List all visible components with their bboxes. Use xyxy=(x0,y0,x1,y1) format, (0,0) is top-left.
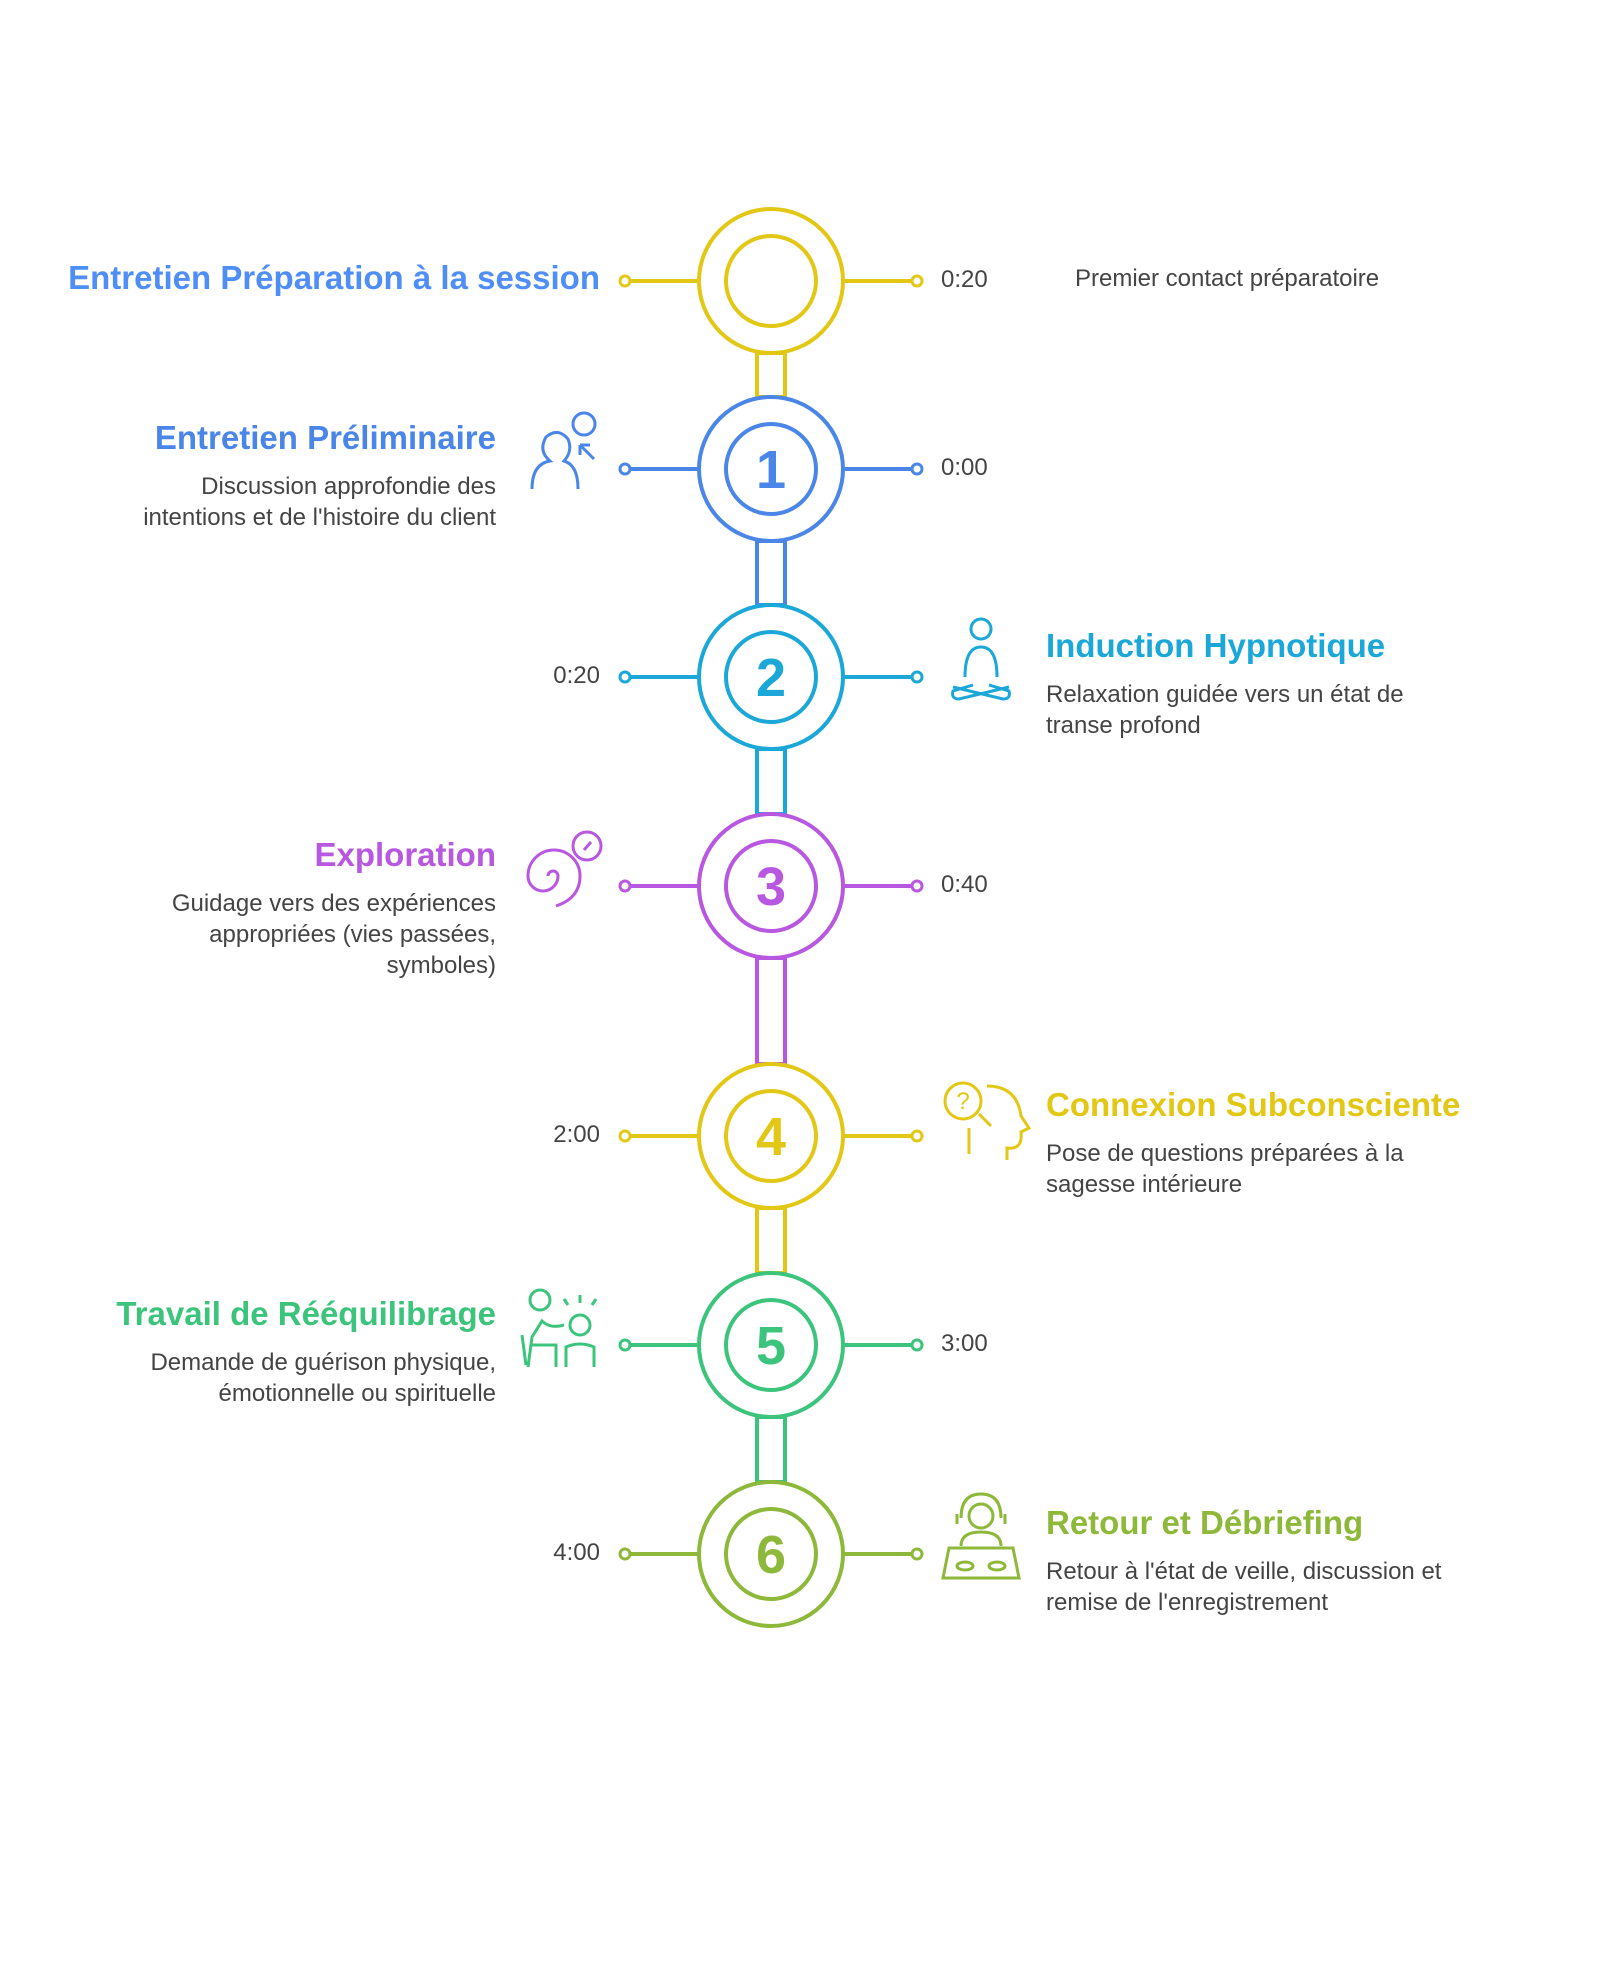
icon-part xyxy=(571,830,603,862)
connector xyxy=(755,351,787,399)
connector xyxy=(755,539,787,607)
icon-part xyxy=(582,841,593,851)
step-number: 2 xyxy=(756,648,786,708)
step-time: 3:00 xyxy=(941,1330,988,1357)
step-description: Discussion approfondie des intentions et… xyxy=(143,473,496,531)
step-inner-ring xyxy=(724,234,818,328)
step-time: 0:20 xyxy=(941,266,988,293)
icon-part xyxy=(526,848,582,908)
step-1: 1 xyxy=(530,395,924,543)
step-title: Connexion Subconsciente xyxy=(1046,1086,1461,1123)
step-number: 6 xyxy=(756,1525,786,1585)
right-branch-dot xyxy=(910,274,924,288)
icon-part xyxy=(955,1560,975,1572)
icon-part xyxy=(562,1295,598,1367)
step-description: Relaxation guidée vers un état de transe… xyxy=(1046,681,1404,739)
right-branch-dot xyxy=(910,1129,924,1143)
connector xyxy=(755,1206,787,1275)
step-description: Guidage vers des expériences appropriées… xyxy=(171,890,496,979)
icon-part xyxy=(578,443,596,461)
step-2: 2 xyxy=(618,603,1011,751)
step-number: 3 xyxy=(756,857,786,917)
step-description: Premier contact préparatoire xyxy=(1075,265,1380,292)
step-title: Retour et Débriefing xyxy=(1046,1504,1364,1541)
icon-part xyxy=(941,1492,1021,1580)
healing-session-icon xyxy=(520,1288,598,1368)
step-title: Induction Hypnotique xyxy=(1046,627,1386,664)
icon-part xyxy=(943,1081,983,1121)
step-3: 3 xyxy=(526,812,924,960)
step-intro xyxy=(618,207,924,355)
step-number: 4 xyxy=(756,1107,786,1167)
step-description: Pose de questions préparées à la sagesse… xyxy=(1046,1140,1404,1198)
step-time: 0:40 xyxy=(941,871,988,898)
meditation-icon xyxy=(951,617,1011,701)
step-title: Entretien Préliminaire xyxy=(154,419,496,456)
step-description: Demande de guérison physique, émotionnel… xyxy=(150,1349,496,1407)
step-number: 1 xyxy=(756,440,786,500)
right-branch-dot xyxy=(910,879,924,893)
head-question-icon: ? xyxy=(943,1081,1032,1160)
left-branch-dot xyxy=(618,1129,632,1143)
icon-part xyxy=(987,1560,1007,1572)
icon-part xyxy=(967,1502,995,1530)
right-branch-dot xyxy=(910,1547,924,1561)
icon-part xyxy=(571,411,597,437)
right-branch-dot xyxy=(910,1338,924,1352)
step-inner-ring xyxy=(724,1089,818,1183)
left-branch-dot xyxy=(618,274,632,288)
icon-part xyxy=(969,617,993,641)
step-time: 0:20 xyxy=(553,662,600,689)
debrief-icon xyxy=(941,1492,1021,1580)
step-inner-ring xyxy=(724,839,818,933)
step-inner-ring xyxy=(724,630,818,724)
step-inner-ring xyxy=(724,1298,818,1392)
icon-part xyxy=(967,1084,1032,1160)
step-number: 5 xyxy=(756,1316,786,1376)
left-branch-dot xyxy=(618,670,632,684)
spiral-icon xyxy=(526,830,603,908)
question-mark: ? xyxy=(956,1088,969,1115)
icon-part xyxy=(530,431,580,490)
step-5: 5 xyxy=(520,1271,924,1419)
consultation-icon xyxy=(530,411,597,490)
left-branch-dot xyxy=(618,1547,632,1561)
connector xyxy=(755,1415,787,1484)
icon-part xyxy=(520,1318,565,1368)
connector xyxy=(755,747,787,816)
step-inner-ring xyxy=(724,1507,818,1601)
left-branch-dot xyxy=(618,1338,632,1352)
icon-part xyxy=(528,1288,552,1312)
icon-part xyxy=(951,645,1011,701)
step-time: 4:00 xyxy=(553,1539,600,1566)
icon-part xyxy=(568,1313,592,1337)
right-branch-dot xyxy=(910,670,924,684)
step-title: Entretien Préparation à la session xyxy=(68,259,600,296)
right-branch-dot xyxy=(910,462,924,476)
step-inner-ring xyxy=(724,422,818,516)
left-branch-dot xyxy=(618,462,632,476)
step-description: Retour à l'état de veille, discussion et… xyxy=(1046,1558,1442,1616)
step-time: 2:00 xyxy=(553,1121,600,1148)
step-title: Exploration xyxy=(314,836,496,873)
step-time: 0:00 xyxy=(941,454,988,481)
step-6: 6 xyxy=(618,1480,1021,1628)
left-branch-dot xyxy=(618,879,632,893)
step-4: 4? xyxy=(618,1062,1032,1210)
step-title: Travail de Rééquilibrage xyxy=(116,1295,496,1332)
connector xyxy=(755,956,787,1066)
